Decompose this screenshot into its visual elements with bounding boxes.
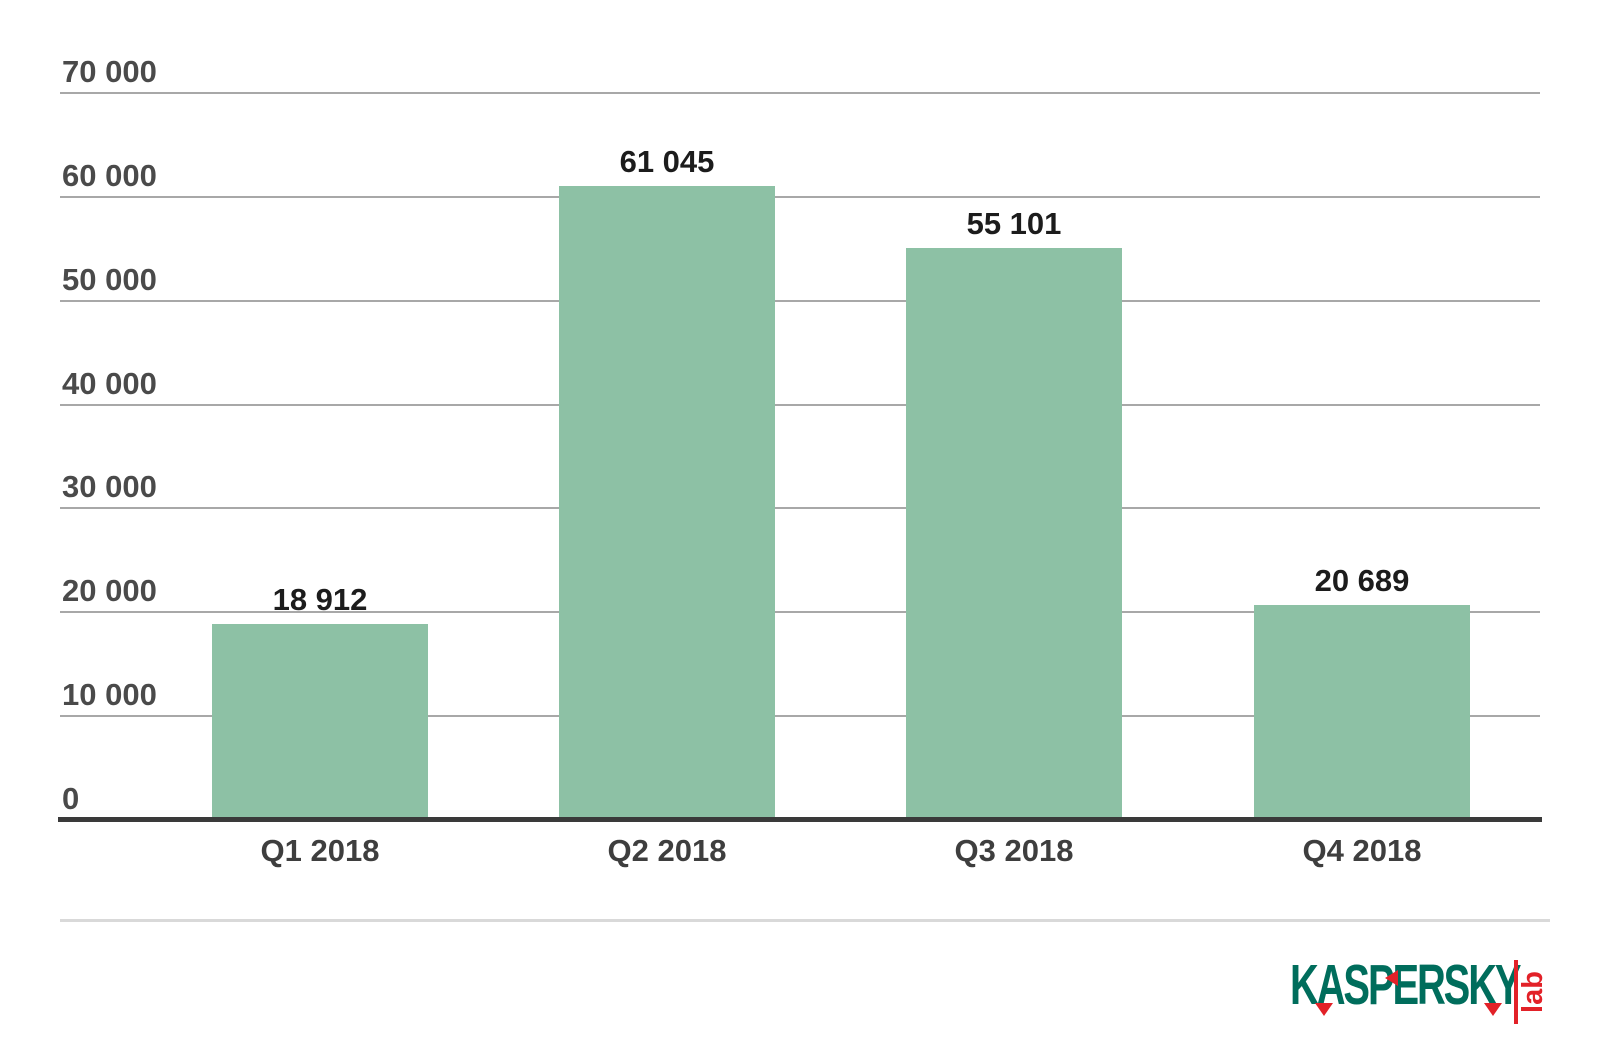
kaspersky-lab-logo: KASPERSKY lab bbox=[1288, 957, 1552, 1024]
bar-value-label: 55 101 bbox=[966, 206, 1062, 241]
bar-value-label: 61 045 bbox=[619, 144, 715, 179]
gridline bbox=[60, 507, 1540, 510]
bar-q4-2018 bbox=[1254, 605, 1470, 820]
gridline bbox=[60, 611, 1540, 614]
red-triangle-a-icon bbox=[1315, 1003, 1333, 1016]
gridline bbox=[60, 195, 1540, 198]
lab-label: lab bbox=[1514, 960, 1552, 1024]
y-tick-label: 10 000 bbox=[62, 677, 157, 713]
red-triangle-y-icon bbox=[1484, 1003, 1502, 1016]
y-tick-label: 60 000 bbox=[62, 157, 157, 193]
y-tick-label: 20 000 bbox=[62, 573, 157, 609]
y-tick-label: 0 bbox=[62, 781, 80, 816]
y-tick-label: 50 000 bbox=[62, 261, 157, 297]
y-tick-label: 40 000 bbox=[62, 365, 157, 401]
x-tick-label: Q4 2018 bbox=[1302, 833, 1422, 868]
x-tick-label: Q2 2018 bbox=[607, 833, 727, 868]
bar-q1-2018 bbox=[212, 624, 428, 820]
x-axis-baseline bbox=[58, 817, 1542, 822]
y-tick-label: 70 000 bbox=[62, 54, 157, 89]
bar-q2-2018 bbox=[559, 186, 775, 820]
lab-vertical-text: lab bbox=[1514, 958, 1552, 1024]
gridline bbox=[60, 299, 1540, 302]
gridline bbox=[60, 92, 1540, 94]
x-tick-label: Q1 2018 bbox=[260, 833, 380, 868]
y-tick-label: 30 000 bbox=[62, 469, 157, 505]
bar-q3-2018 bbox=[906, 248, 1122, 820]
bar-value-label: 20 689 bbox=[1314, 563, 1410, 598]
red-triangle-e-icon bbox=[1385, 970, 1398, 986]
bar-value-label: 18 912 bbox=[272, 582, 368, 617]
footer-separator bbox=[60, 919, 1550, 922]
gridline bbox=[60, 715, 1540, 718]
gridline bbox=[60, 403, 1540, 406]
x-tick-label: Q3 2018 bbox=[954, 833, 1074, 868]
